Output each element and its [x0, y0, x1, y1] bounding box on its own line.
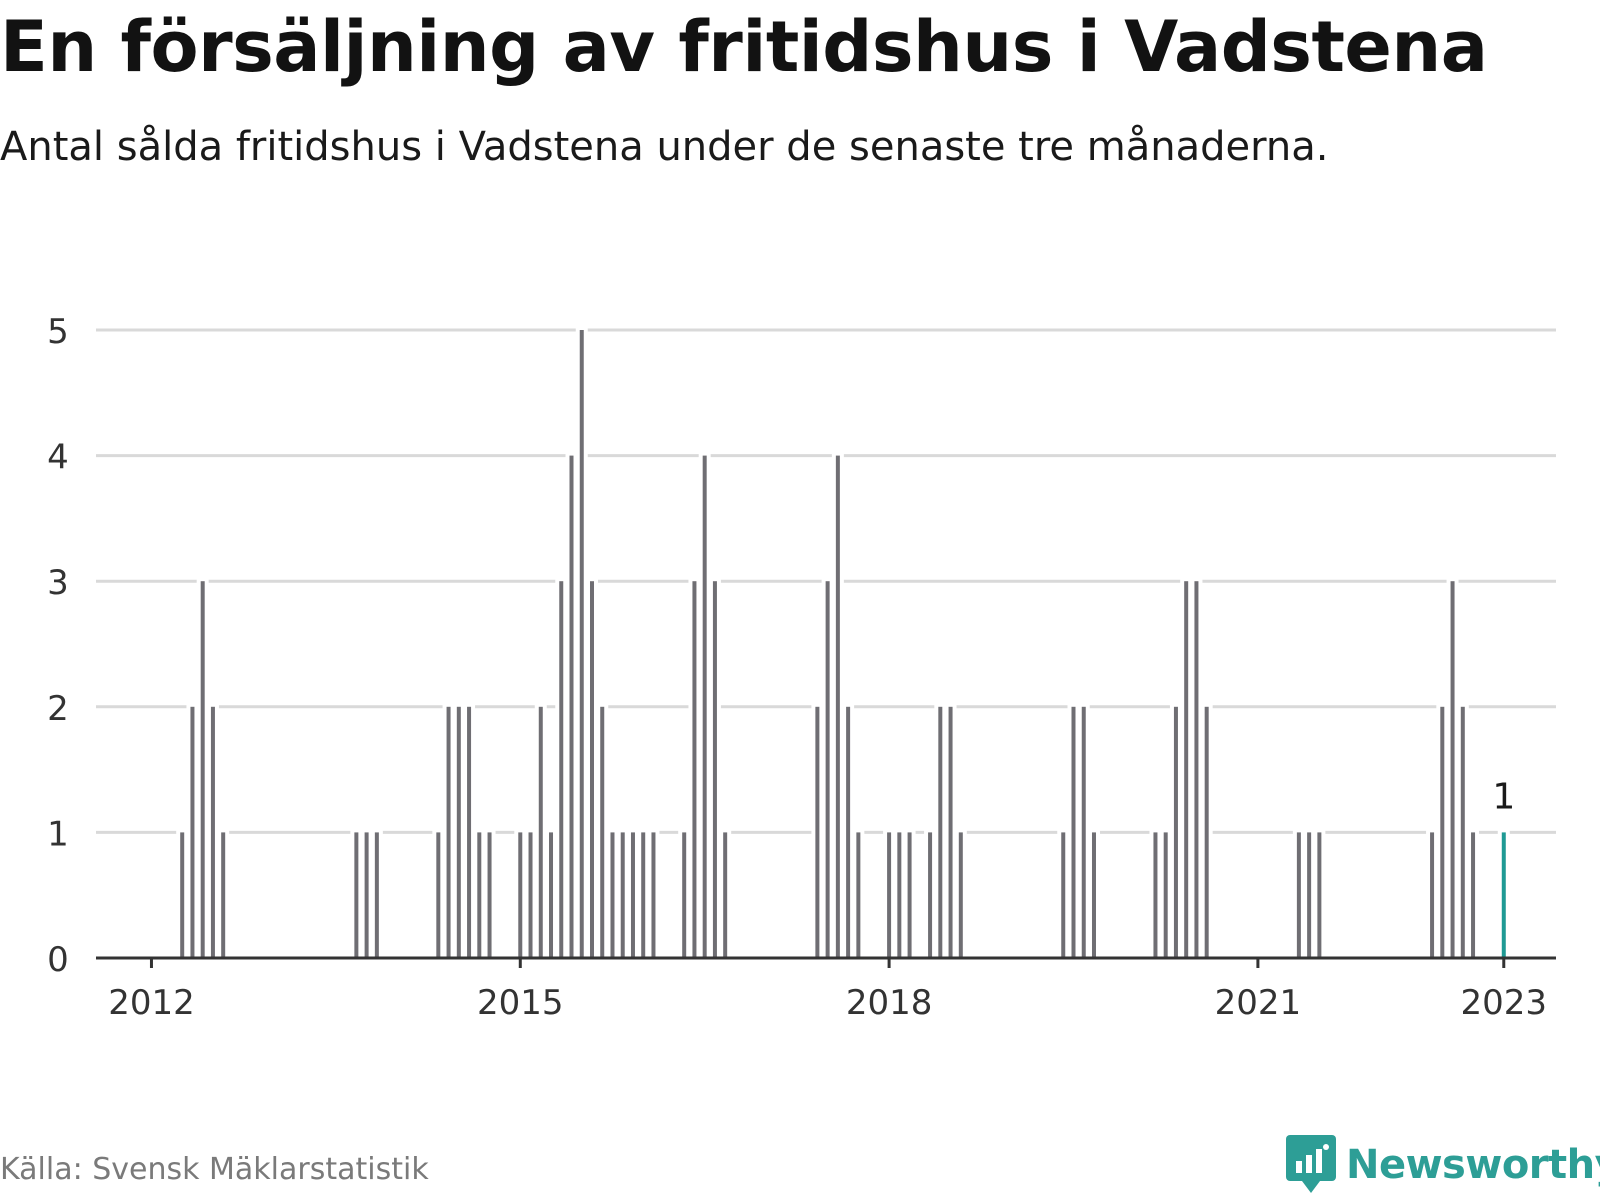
x-axis-ticks: 2012 2015 2018 2021 2023 [108, 958, 1547, 1023]
bar [1081, 706, 1086, 958]
bar [1471, 832, 1476, 958]
newsworthy-logo-icon [1286, 1135, 1336, 1193]
bar [446, 706, 451, 958]
bar [1450, 581, 1455, 958]
y-tick-label: 5 [47, 312, 69, 352]
x-tick-label: 2018 [846, 983, 933, 1023]
y-tick-label: 4 [47, 438, 69, 478]
bar [364, 832, 369, 958]
bar [354, 832, 359, 958]
chart-title: En försäljning av fritidshus i Vadstena [0, 6, 1488, 88]
bar [887, 832, 892, 958]
bar [467, 706, 472, 958]
bar [374, 832, 379, 958]
bar [518, 832, 523, 958]
bar [815, 706, 820, 958]
bar [210, 706, 215, 958]
bar [477, 832, 482, 958]
data-label-bg [1485, 766, 1522, 819]
bar [589, 581, 594, 958]
bar [221, 832, 226, 958]
bar [1173, 706, 1178, 958]
bar [1153, 832, 1158, 958]
bar [825, 581, 830, 958]
bar [928, 832, 933, 958]
bar [569, 455, 574, 958]
bar [651, 832, 656, 958]
bar [948, 706, 953, 958]
bar [1460, 706, 1465, 958]
bar [1163, 832, 1168, 958]
bar [712, 581, 717, 958]
bar [723, 832, 728, 958]
data-labels: 1 [1485, 766, 1522, 819]
bar [692, 581, 697, 958]
bar [630, 832, 635, 958]
bar [682, 832, 687, 958]
x-tick-label: 2023 [1461, 983, 1548, 1023]
source-note: Källa: Svensk Mäklarstatistik [0, 1152, 429, 1187]
bar [1307, 832, 1312, 958]
bar [1204, 706, 1209, 958]
bar [1440, 706, 1445, 958]
x-tick-label: 2015 [477, 983, 564, 1023]
bar [1071, 706, 1076, 958]
data-label: 1 [1492, 776, 1515, 817]
bar [200, 581, 205, 958]
bar [1430, 832, 1435, 958]
x-tick-label: 2021 [1215, 983, 1302, 1023]
highlight-bar [1501, 832, 1506, 958]
bar [846, 706, 851, 958]
y-tick-label: 0 [47, 940, 69, 980]
bar [856, 832, 861, 958]
bar [702, 455, 707, 958]
bar [600, 706, 605, 958]
bar [1296, 832, 1301, 958]
bar [538, 706, 543, 958]
bar [180, 832, 185, 958]
bar [938, 706, 943, 958]
bar [190, 706, 195, 958]
bar [897, 832, 902, 958]
chart-subtitle: Antal sålda fritidshus i Vadstena under … [0, 124, 1329, 170]
bar [907, 832, 912, 958]
bar [528, 832, 533, 958]
newsworthy-logo: Newsworthy [1286, 1135, 1600, 1195]
bars [176, 326, 1510, 958]
bar [436, 832, 441, 958]
bar [559, 581, 564, 958]
y-tick-label: 3 [47, 563, 69, 603]
bar [1184, 581, 1189, 958]
bar [579, 330, 584, 958]
bar [835, 455, 840, 958]
bar [620, 832, 625, 958]
y-axis-ticks: 0 1 2 3 4 5 [47, 312, 69, 980]
bar [549, 832, 554, 958]
y-tick-label: 2 [47, 689, 69, 729]
bar [1061, 832, 1066, 958]
bar [958, 832, 963, 958]
y-tick-label: 1 [47, 814, 69, 854]
bar [487, 832, 492, 958]
bar [1317, 832, 1322, 958]
bar [641, 832, 646, 958]
bar [610, 832, 615, 958]
bar [1194, 581, 1199, 958]
x-tick-label: 2012 [108, 983, 195, 1023]
bar [456, 706, 461, 958]
brand-name: Newsworthy [1346, 1142, 1600, 1188]
bar [1091, 832, 1096, 958]
